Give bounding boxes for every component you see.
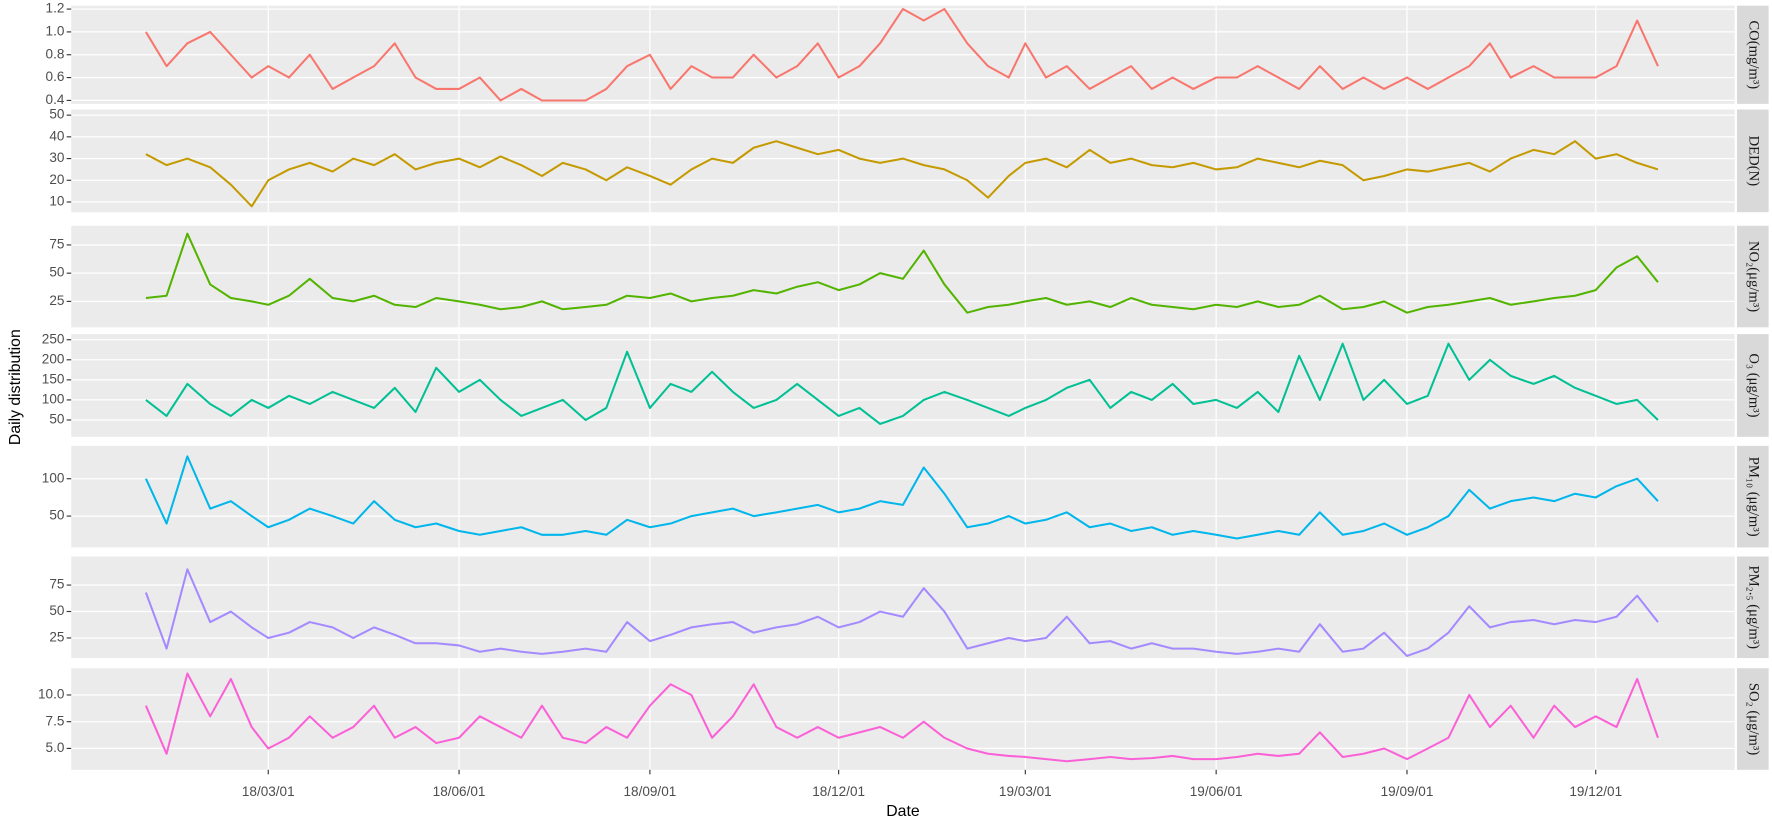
strip-background bbox=[1736, 334, 1769, 437]
y-tick-label: 50 bbox=[49, 508, 64, 523]
x-tick-label: 19/06/01 bbox=[1190, 784, 1243, 799]
y-tick-label: 50 bbox=[49, 412, 64, 427]
data-line bbox=[144, 672, 1659, 763]
strip-label: PM₁₀ (μg/m³) bbox=[1745, 457, 1761, 537]
data-line bbox=[145, 232, 1659, 314]
y-tick-label: 1.0 bbox=[46, 23, 65, 38]
y-tick-label: 75 bbox=[49, 577, 64, 592]
x-tick-label: 18/09/01 bbox=[624, 784, 677, 799]
data-line bbox=[145, 342, 1659, 425]
strip-label: SO₂ (μg/m³) bbox=[1745, 683, 1761, 755]
y-tick-label: 0.8 bbox=[46, 46, 65, 61]
y-tick-label: 1.2 bbox=[46, 1, 65, 16]
y-tick-label: 7.5 bbox=[46, 713, 65, 728]
strip-label: NO₂(μg/m³) bbox=[1745, 241, 1761, 312]
y-tick-label: 200 bbox=[42, 351, 65, 366]
y-tick-label: 100 bbox=[42, 392, 65, 407]
y-tick-label: 25 bbox=[49, 630, 64, 645]
y-tick-label: 5.0 bbox=[46, 740, 65, 755]
data-line bbox=[145, 140, 1659, 208]
data-line bbox=[145, 8, 1659, 102]
x-tick-label: 19/12/01 bbox=[1569, 784, 1622, 799]
panel-background bbox=[71, 334, 1735, 437]
panel-background bbox=[71, 225, 1735, 328]
strip-background bbox=[1736, 5, 1769, 104]
y-tick-label: 50 bbox=[49, 603, 64, 618]
y-tick-label: 50 bbox=[49, 107, 64, 122]
y-tick-label: 75 bbox=[49, 237, 64, 252]
y-tick-label: 0.4 bbox=[46, 92, 65, 107]
y-tick-label: 30 bbox=[49, 150, 64, 165]
y-tick-label: 10.0 bbox=[38, 687, 64, 702]
panel-background bbox=[71, 556, 1735, 659]
data-line bbox=[144, 455, 1659, 540]
strip-background bbox=[1736, 556, 1769, 659]
y-tick-label: 0.6 bbox=[46, 69, 65, 84]
x-tick-label: 19/03/01 bbox=[999, 784, 1052, 799]
x-tick-label: 18/06/01 bbox=[433, 784, 486, 799]
y-tick-label: 150 bbox=[42, 371, 65, 386]
y-tick-label: 100 bbox=[42, 470, 65, 485]
y-tick-label: 250 bbox=[42, 331, 65, 346]
y-tick-label: 40 bbox=[49, 128, 64, 143]
data-line bbox=[144, 568, 1659, 657]
panel-background bbox=[71, 109, 1735, 213]
x-tick-label: 19/09/01 bbox=[1381, 784, 1434, 799]
strip-label: O₃ (μg/m³) bbox=[1745, 353, 1761, 417]
y-tick-label: 10 bbox=[49, 194, 64, 209]
y-axis-title: Daily distribution bbox=[7, 329, 24, 445]
strip-label: DED(N) bbox=[1745, 136, 1761, 187]
strip-label: PM₂.₅ (μg/m³) bbox=[1745, 565, 1761, 649]
x-axis-title: Date bbox=[886, 803, 920, 820]
strip-label: CO(mg/m³) bbox=[1745, 20, 1761, 89]
strip-background bbox=[1736, 225, 1769, 328]
strip-background bbox=[1736, 668, 1769, 770]
y-tick-label: 50 bbox=[49, 265, 64, 280]
panel-background bbox=[71, 445, 1735, 548]
strip-background bbox=[1736, 445, 1769, 548]
x-tick-label: 18/03/01 bbox=[242, 784, 295, 799]
x-tick-label: 18/12/01 bbox=[812, 784, 865, 799]
y-tick-label: 25 bbox=[49, 293, 64, 308]
y-tick-label: 20 bbox=[49, 172, 64, 187]
strip-background bbox=[1736, 109, 1769, 213]
